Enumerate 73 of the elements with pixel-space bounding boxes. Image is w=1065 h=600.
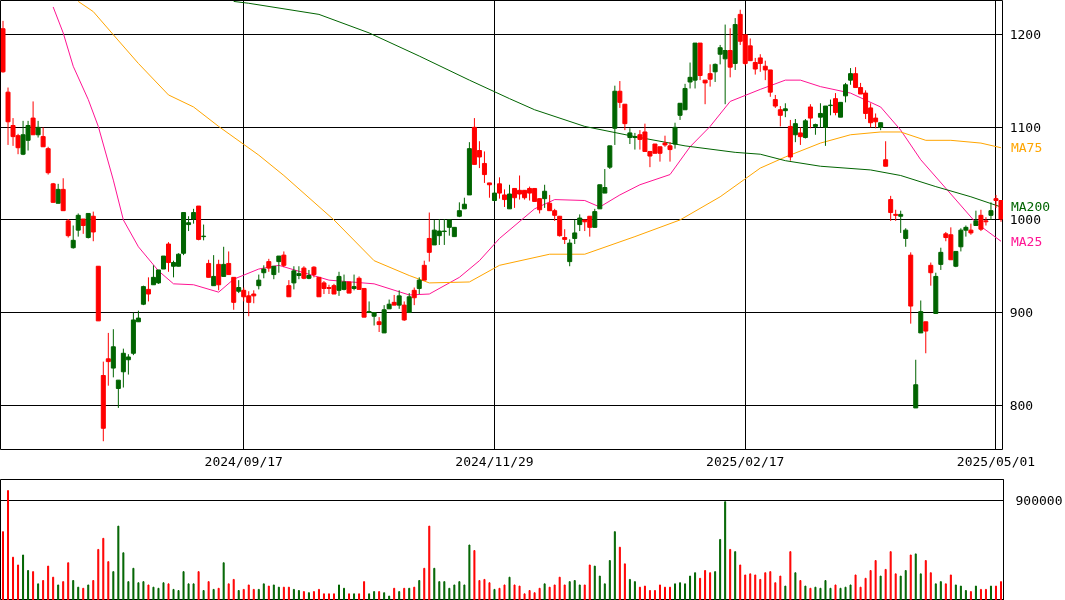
candlestick [923, 321, 929, 354]
candlestick [426, 212, 432, 263]
candlestick [441, 218, 447, 246]
candlestick [351, 274, 357, 291]
candlestick [70, 225, 76, 250]
candlestick [968, 223, 974, 236]
candlestick [918, 300, 924, 334]
candlestick [727, 27, 733, 78]
candlestick [903, 227, 909, 248]
candlestick [672, 122, 678, 150]
candlestick [221, 246, 227, 277]
candlestick [512, 187, 518, 209]
candlestick [336, 271, 342, 297]
candlestick [35, 120, 41, 139]
x-tick-label: 2024/09/17 [204, 453, 283, 469]
candlestick [777, 105, 783, 127]
candlestick [913, 359, 919, 409]
candlestick [145, 276, 151, 302]
candlestick [226, 250, 232, 276]
y-tick-label: 1200 [1009, 27, 1042, 43]
candlestick [928, 262, 934, 287]
candlestick [115, 379, 121, 409]
y-tick-label: 900000 [1015, 493, 1063, 509]
candlestick [105, 332, 111, 387]
candlestick [542, 184, 548, 209]
y-tick-label: 800 [1009, 397, 1034, 413]
candlestick [60, 177, 66, 212]
y-tick-label: 1000 [1009, 212, 1042, 228]
candlestick [90, 211, 96, 242]
candlestick [421, 260, 427, 281]
candlestick [607, 145, 613, 170]
series-label: MA25 [1010, 233, 1043, 249]
candlestick [481, 150, 487, 184]
candlestick [898, 210, 904, 234]
candlestick [938, 247, 944, 271]
candlestick [166, 241, 172, 273]
candlestick [792, 118, 798, 143]
candlestick [973, 210, 979, 226]
x-tick-label: 2024/11/29 [455, 453, 534, 469]
candlestick [30, 100, 36, 136]
candlestick [883, 140, 889, 167]
x-tick-label: 2025/02/17 [706, 453, 785, 469]
candlestick [396, 289, 402, 310]
candlestick [75, 212, 81, 238]
candlestick [291, 265, 297, 290]
series-label: MA75 [1010, 140, 1043, 156]
x-tick-label: 2025/05/01 [956, 453, 1036, 469]
candlestick [507, 184, 513, 210]
candlestick [306, 269, 312, 280]
y-tick-label: 900 [1009, 305, 1034, 321]
candlestick [888, 195, 894, 222]
candlestick [110, 328, 116, 378]
series-label: MA200 [1010, 199, 1051, 215]
candlestick [381, 304, 387, 334]
candlestick [567, 238, 573, 267]
candlestick [807, 103, 813, 129]
candlestick [40, 126, 46, 148]
candlestick [125, 353, 131, 376]
candlestick [747, 37, 753, 62]
candlestick [406, 292, 412, 314]
candlestick [401, 300, 407, 322]
candlestick [216, 259, 222, 291]
candlestick [65, 218, 71, 239]
candlestick [376, 316, 382, 333]
candlestick [712, 62, 718, 83]
y-tick-label: 1100 [1009, 119, 1042, 135]
candlestick [55, 183, 61, 204]
candlestick [592, 208, 598, 228]
candlestick [843, 82, 849, 103]
candlestick [767, 69, 773, 98]
candlestick [572, 219, 578, 245]
candlestick [557, 215, 563, 238]
candlestick [211, 254, 217, 287]
